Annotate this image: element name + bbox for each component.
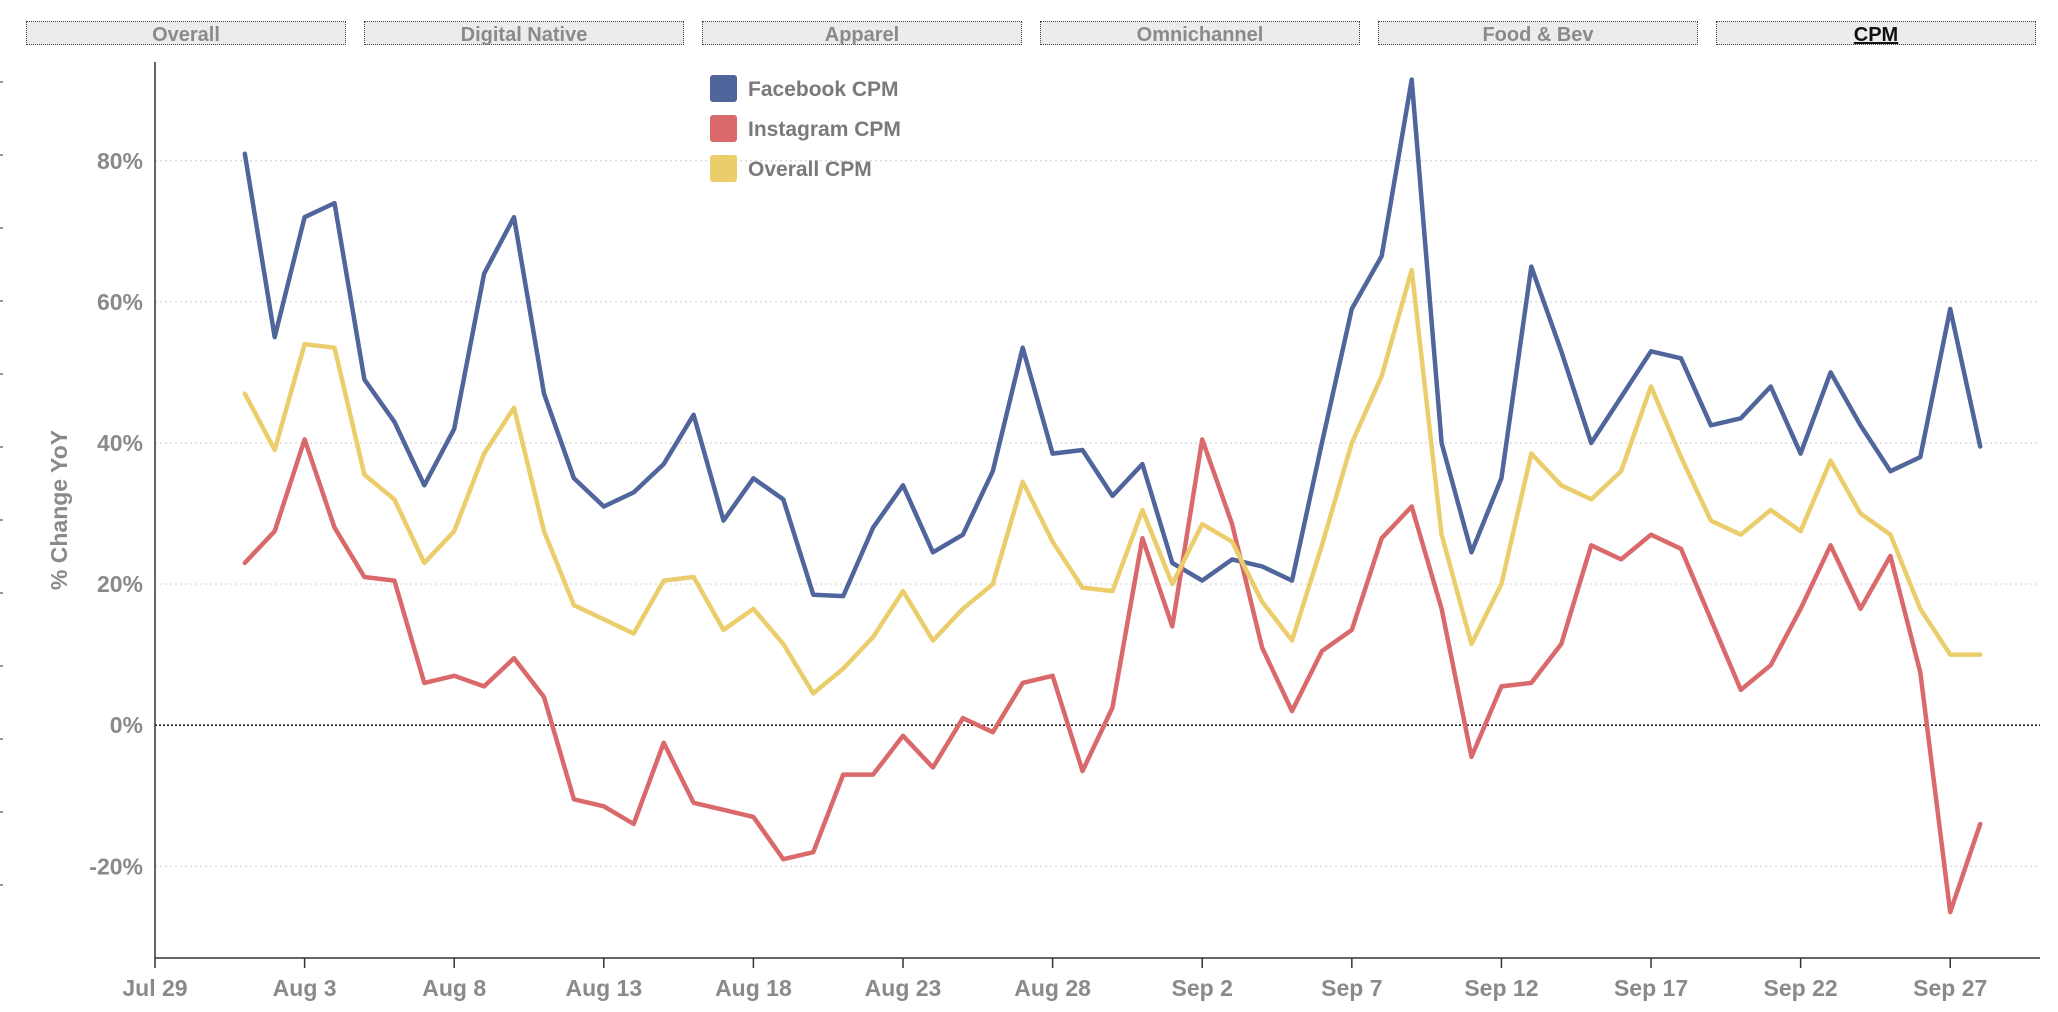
x-tick-label: Jul 29 bbox=[122, 975, 187, 1001]
tab-digital-native[interactable]: Digital Native bbox=[364, 21, 684, 46]
tab-omnichannel[interactable]: Omnichannel bbox=[1040, 21, 1360, 46]
y-tick-label: 40% bbox=[97, 430, 143, 456]
tab-overall[interactable]: Overall bbox=[26, 21, 346, 46]
x-tick-label: Aug 3 bbox=[273, 975, 337, 1001]
x-tick-label: Sep 22 bbox=[1764, 975, 1838, 1001]
y-tick-label: 0% bbox=[110, 712, 143, 738]
x-tick-label: Sep 27 bbox=[1913, 975, 1987, 1001]
series-line-facebook-cpm bbox=[242, 77, 1983, 599]
tab-bar: Overall Digital Native Apparel Omnichannel F… bbox=[26, 21, 2036, 47]
y-tick-label: 80% bbox=[97, 148, 143, 174]
y-tick-label: 20% bbox=[97, 571, 143, 597]
legend-label: Overall CPM bbox=[748, 158, 872, 181]
series-line-overall-cpm bbox=[242, 267, 1983, 696]
series-line-instagram-cpm bbox=[242, 437, 1983, 915]
tab-cpm[interactable]: CPM bbox=[1716, 21, 2036, 46]
x-tick-label: Sep 7 bbox=[1321, 975, 1382, 1001]
x-tick-label: Aug 18 bbox=[715, 975, 792, 1001]
legend-swatch-instagram-cpm bbox=[710, 115, 737, 142]
legend-label: Facebook CPM bbox=[748, 78, 899, 101]
x-tick-label: Aug 13 bbox=[565, 975, 642, 1001]
y-axis-title: % Change YoY bbox=[46, 430, 72, 590]
x-tick-label: Aug 8 bbox=[422, 975, 486, 1001]
x-tick-label: Aug 28 bbox=[1014, 975, 1091, 1001]
legend-swatch-facebook-cpm bbox=[710, 75, 737, 102]
x-tick-label: Aug 23 bbox=[865, 975, 942, 1001]
tab-apparel[interactable]: Apparel bbox=[702, 21, 1022, 46]
y-tick-label: -20% bbox=[89, 853, 143, 879]
x-tick-label: Sep 12 bbox=[1464, 975, 1538, 1001]
x-tick-label: Sep 17 bbox=[1614, 975, 1688, 1001]
x-tick-label: Sep 2 bbox=[1172, 975, 1233, 1001]
y-tick-label: 60% bbox=[97, 289, 143, 315]
legend-swatch-overall-cpm bbox=[710, 155, 737, 182]
legend-label: Instagram CPM bbox=[748, 118, 901, 141]
tab-food-bev[interactable]: Food & Bev bbox=[1378, 21, 1698, 46]
